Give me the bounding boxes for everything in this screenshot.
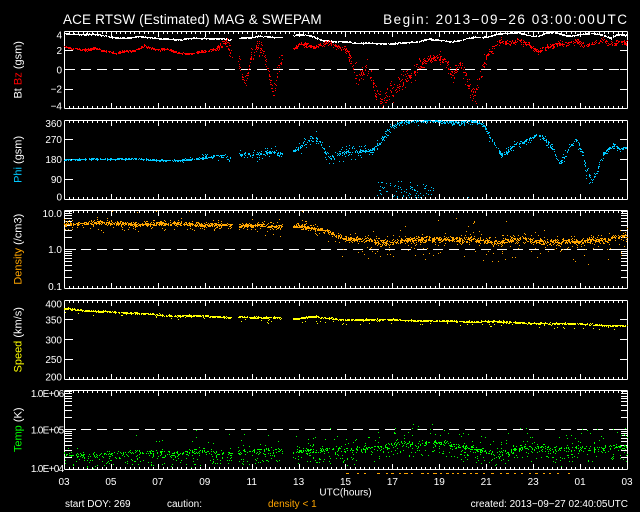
svg-text:1.0E+06: 1.0E+06 <box>31 389 65 400</box>
svg-text:21: 21 <box>481 477 493 488</box>
svg-text:15: 15 <box>340 477 352 488</box>
svg-text:1.0: 1.0 <box>48 245 62 256</box>
svg-text:1.0E+04: 1.0E+04 <box>31 464 65 475</box>
svg-text:270: 270 <box>45 135 62 146</box>
svg-text:2: 2 <box>56 46 62 57</box>
svg-text:23: 23 <box>528 477 540 488</box>
svg-text:350: 350 <box>45 316 62 327</box>
svg-text:05: 05 <box>105 477 117 488</box>
svg-text:0: 0 <box>56 65 62 76</box>
svg-text:0: 0 <box>56 193 62 204</box>
svg-text:400: 400 <box>45 300 62 311</box>
svg-text:90: 90 <box>51 175 63 186</box>
svg-text:Begin: 2013−09−26 03:00:00UTC: Begin: 2013−09−26 03:00:00UTC <box>383 12 628 27</box>
svg-text:0.1: 0.1 <box>48 282 62 293</box>
svg-text:19: 19 <box>434 477 446 488</box>
svg-text:4: 4 <box>56 31 62 42</box>
svg-text:ACE RTSW (Estimated) MAG & SWE: ACE RTSW (Estimated) MAG & SWEPAM <box>63 12 322 27</box>
svg-text:01: 01 <box>575 477 587 488</box>
svg-text:17: 17 <box>387 477 399 488</box>
svg-text:1.0E+05: 1.0E+05 <box>31 425 65 436</box>
svg-text:−4: −4 <box>51 102 63 113</box>
svg-text:Phi (gsm): Phi (gsm) <box>13 136 25 183</box>
svg-text:200: 200 <box>45 373 62 384</box>
svg-text:11: 11 <box>247 477 258 488</box>
svg-text:−2: −2 <box>51 85 63 96</box>
svg-text:Bt Bz (gsm): Bt Bz (gsm) <box>13 41 25 98</box>
svg-text:03: 03 <box>58 477 70 488</box>
svg-text:07: 07 <box>152 477 164 488</box>
svg-text:density < 1: density < 1 <box>268 499 317 510</box>
svg-text:10.0: 10.0 <box>43 209 63 220</box>
svg-text:UTC(hours): UTC(hours) <box>319 488 371 499</box>
svg-text:created: 2013−09−27 02:40:05UT: created: 2013−09−27 02:40:05UTC <box>471 499 628 510</box>
svg-text:03: 03 <box>621 477 633 488</box>
svg-text:360: 360 <box>45 119 62 130</box>
svg-text:13: 13 <box>293 477 305 488</box>
svg-text:09: 09 <box>199 477 211 488</box>
svg-text:Density (/cm3): Density (/cm3) <box>13 214 25 285</box>
svg-text:Temp (K): Temp (K) <box>13 407 25 452</box>
svg-text:start DOY: 269: start DOY: 269 <box>65 499 131 510</box>
svg-text:300: 300 <box>45 335 62 346</box>
svg-text:Speed (km/s): Speed (km/s) <box>13 307 25 372</box>
svg-text:250: 250 <box>45 355 62 366</box>
svg-text:caution:: caution: <box>167 499 202 510</box>
svg-text:180: 180 <box>45 155 62 166</box>
